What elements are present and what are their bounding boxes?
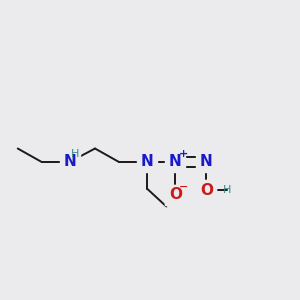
Text: N: N — [169, 154, 182, 169]
Text: H: H — [223, 185, 232, 195]
Text: O: O — [169, 187, 182, 202]
Text: H: H — [71, 148, 79, 159]
Text: O: O — [200, 183, 213, 198]
Text: +: + — [179, 149, 188, 159]
Text: −: − — [179, 182, 188, 192]
Text: N: N — [63, 154, 76, 169]
Text: N: N — [200, 154, 213, 169]
Text: N: N — [141, 154, 153, 169]
